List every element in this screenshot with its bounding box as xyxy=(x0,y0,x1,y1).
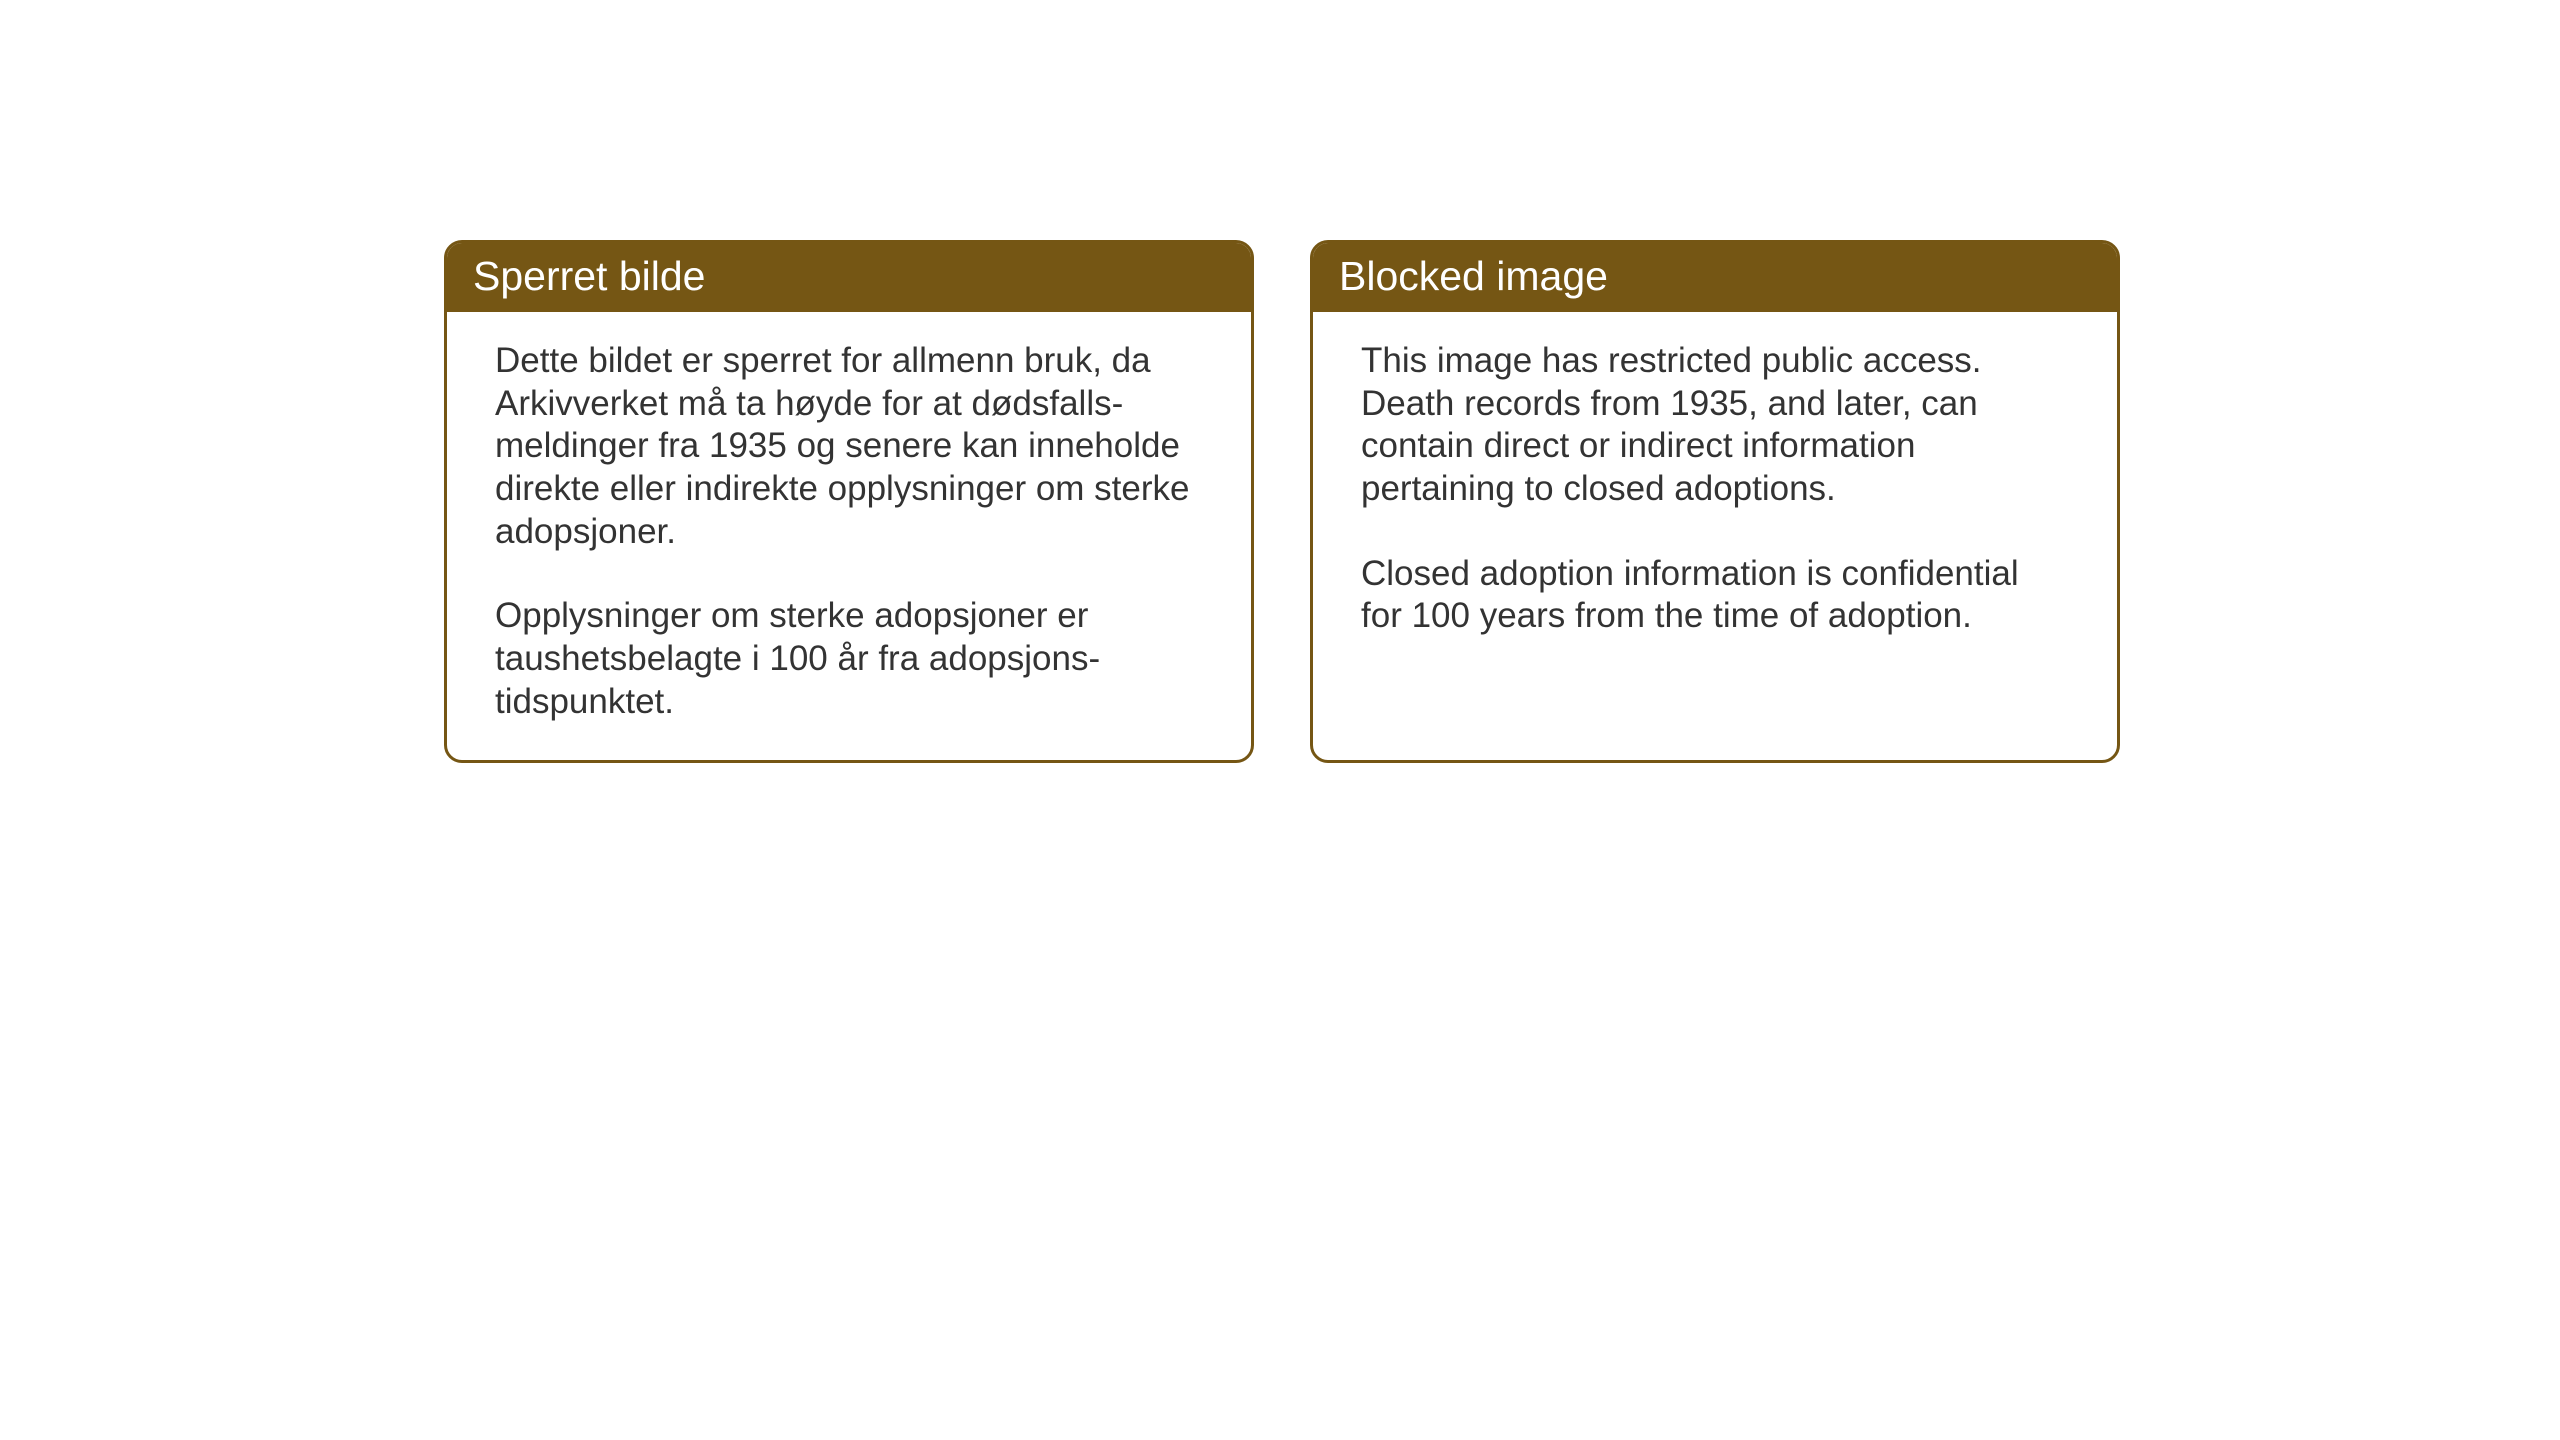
notice-cards-container: Sperret bilde Dette bildet er sperret fo… xyxy=(444,240,2120,763)
card-header-english: Blocked image xyxy=(1313,243,2117,312)
notice-card-english: Blocked image This image has restricted … xyxy=(1310,240,2120,763)
paragraph-1-norwegian: Dette bildet er sperret for allmenn bruk… xyxy=(495,340,1203,553)
paragraph-2-english: Closed adoption information is confident… xyxy=(1361,553,2069,638)
notice-card-norwegian: Sperret bilde Dette bildet er sperret fo… xyxy=(444,240,1254,763)
card-body-english: This image has restricted public access.… xyxy=(1313,312,2117,674)
paragraph-1-english: This image has restricted public access.… xyxy=(1361,340,2069,511)
paragraph-2-norwegian: Opplysninger om sterke adopsjoner er tau… xyxy=(495,595,1203,723)
card-header-norwegian: Sperret bilde xyxy=(447,243,1251,312)
card-body-norwegian: Dette bildet er sperret for allmenn bruk… xyxy=(447,312,1251,760)
